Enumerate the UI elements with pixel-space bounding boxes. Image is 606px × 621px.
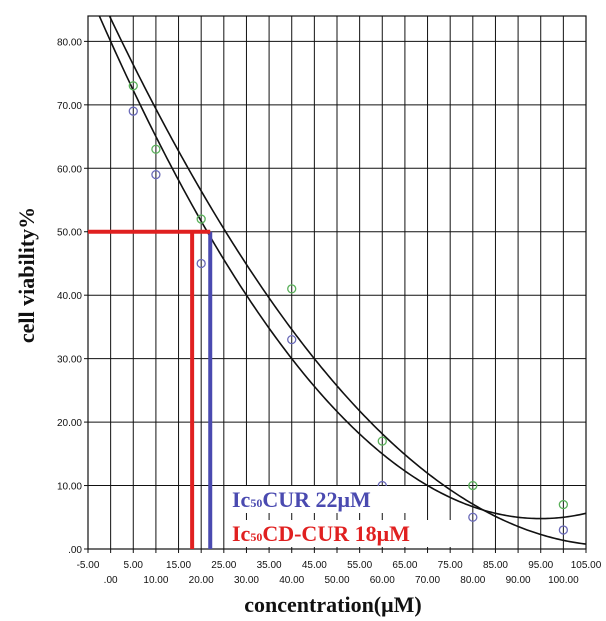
x-tick-label: 60.00	[370, 575, 395, 586]
fit-curve	[108, 16, 586, 545]
data-point	[468, 512, 478, 522]
x-tick-label: 10.00	[143, 575, 168, 586]
fit-curve	[98, 16, 586, 520]
x-tick-label: 80.00	[460, 575, 485, 586]
x-tick-label: 50.00	[324, 575, 349, 586]
data-point	[468, 480, 478, 491]
x-tick-label: 85.00	[483, 560, 508, 571]
annotation-prefix: Ic	[232, 487, 251, 512]
x-tick-label: 35.00	[257, 560, 282, 571]
y-tick-label: 60.00	[57, 164, 82, 175]
y-tick-label: 10.00	[57, 482, 82, 493]
x-tick-label: 70.00	[415, 575, 440, 586]
x-tick-label: 55.00	[347, 560, 372, 571]
x-tick-label: 105.00	[571, 560, 602, 571]
fit-curves	[98, 16, 586, 545]
x-tick-label: 45.00	[302, 560, 327, 571]
y-axis-label: cell viability%	[14, 207, 39, 343]
x-tick-label: 25.00	[211, 560, 236, 571]
x-tick-label: 65.00	[392, 560, 417, 571]
x-axis-label: concentration(μM)	[244, 592, 421, 617]
data-point	[128, 106, 138, 116]
annotation-subscript: 50	[250, 530, 262, 544]
y-tick-label: 70.00	[57, 101, 82, 112]
y-tick-label: .00	[68, 545, 82, 556]
data-point	[196, 258, 206, 269]
data-point	[151, 169, 161, 180]
x-tick-label: 40.00	[279, 575, 304, 586]
x-tick-label: 95.00	[528, 560, 553, 571]
annotation-subscript: 50	[250, 496, 262, 510]
annotation-prefix: Ic	[232, 521, 251, 546]
grid	[84, 15, 587, 553]
y-tick-label: 50.00	[57, 228, 82, 239]
annotation-bg	[229, 520, 461, 547]
data-point	[287, 284, 297, 294]
ic50-markers	[88, 229, 213, 549]
data-point	[558, 525, 569, 535]
tick-labels: -5.00 .00 5.00 10.00 15.00 20.00 25.00 30.00 35.…	[57, 37, 602, 586]
y-tick-label: 40.00	[57, 291, 82, 302]
annotation-bg	[229, 486, 415, 513]
data-point	[377, 436, 387, 446]
y-tick-label: 80.00	[57, 37, 82, 48]
x-tick-label: 20.00	[189, 575, 214, 586]
data-point	[128, 81, 138, 91]
x-tick-label: 30.00	[234, 575, 259, 586]
x-tick-label: 15.00	[166, 560, 191, 571]
annotation-text: CUR 22μM	[262, 487, 371, 512]
data-point	[287, 334, 297, 345]
x-tick-label: 5.00	[124, 560, 144, 571]
ic50-annotation: Ic50CD-CUR 18μM	[232, 521, 410, 546]
x-tick-label: 100.00	[548, 575, 579, 586]
annotation-text: CD-CUR 18μM	[262, 521, 410, 546]
data-point	[558, 499, 569, 510]
y-tick-label: 20.00	[57, 418, 82, 429]
data-points	[128, 81, 569, 535]
data-point	[151, 144, 161, 154]
x-tick-label: 75.00	[438, 560, 463, 571]
x-tick-label: -5.00	[77, 560, 100, 571]
ic50-annotation: Ic50CUR 22μM	[232, 487, 371, 512]
x-tick-label: .00	[104, 575, 118, 586]
y-tick-label: 30.00	[57, 355, 82, 366]
data-point	[196, 214, 206, 224]
x-tick-label: 90.00	[506, 575, 531, 586]
